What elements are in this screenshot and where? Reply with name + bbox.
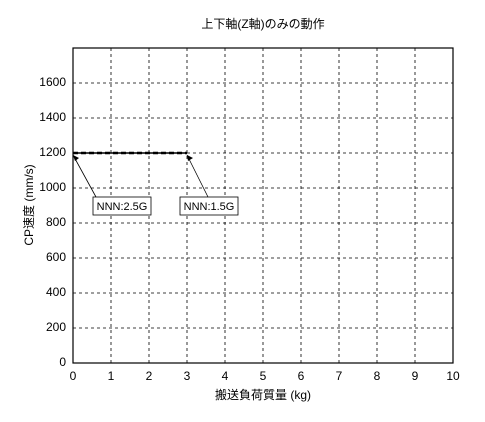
y-tick-label: 1000 (39, 180, 66, 194)
y-axis-label: CP速度 (mm/s) (21, 164, 36, 245)
y-tick-label: 200 (46, 320, 66, 334)
annotation-label: NNN:1.5G (184, 201, 235, 213)
x-axis-label: 搬送負荷質量 (kg) (215, 387, 311, 402)
arrow-head (187, 155, 193, 161)
x-tick-label: 10 (446, 369, 460, 383)
x-tick-label: 3 (184, 369, 191, 383)
y-tick-label: 0 (59, 355, 66, 369)
arrow-head (73, 155, 79, 161)
y-tick-label: 800 (46, 215, 66, 229)
y-tick-label: 600 (46, 250, 66, 264)
y-tick-label: 1200 (39, 145, 66, 159)
x-tick-label: 7 (336, 369, 343, 383)
x-tick-label: 8 (374, 369, 381, 383)
chart-title: 上下軸(Z軸)のみの動作 (201, 17, 324, 31)
x-tick-label: 6 (298, 369, 305, 383)
plot-frame (72, 47, 454, 364)
x-tick-label: 1 (108, 369, 115, 383)
annotation-label: NNN:2.5G (97, 201, 148, 213)
x-tick-label: 9 (412, 369, 419, 383)
annotation-arrow (72, 154, 97, 198)
x-tick-label: 5 (260, 369, 267, 383)
x-tick-label: 2 (146, 369, 153, 383)
annotation-box (179, 196, 239, 216)
annotation-arrow (186, 154, 209, 198)
x-tick-label: 4 (222, 369, 229, 383)
x-tick-label: 0 (70, 369, 77, 383)
annotation-box (92, 196, 152, 216)
y-tick-label: 1400 (39, 110, 66, 124)
y-tick-label: 400 (46, 285, 66, 299)
y-tick-label: 1600 (39, 75, 66, 89)
